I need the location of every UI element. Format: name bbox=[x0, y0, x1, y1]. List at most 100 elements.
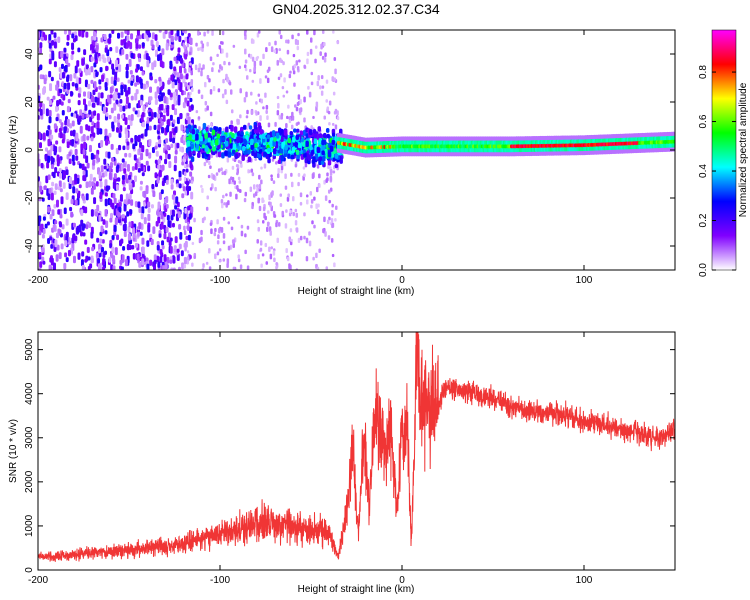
heatmap-cell bbox=[181, 262, 185, 270]
heatmap-cell bbox=[38, 267, 42, 270]
heatmap-cell bbox=[290, 124, 294, 130]
heatmap-cell bbox=[73, 72, 77, 79]
heatmap-cell bbox=[85, 181, 89, 189]
heatmap-cell bbox=[317, 203, 320, 208]
heatmap-cell bbox=[327, 235, 331, 240]
heatmap-cell bbox=[51, 52, 55, 61]
heatmap-cell bbox=[70, 130, 74, 137]
heatmap-cell bbox=[93, 110, 97, 116]
heatmap-cell bbox=[110, 76, 114, 85]
heatmap-cell bbox=[256, 219, 260, 224]
heatmap-cell bbox=[251, 56, 255, 62]
heatmap-cell bbox=[108, 165, 112, 173]
heatmap-cell bbox=[239, 188, 242, 194]
heatmap-cell bbox=[49, 257, 53, 263]
heatmap-cell bbox=[238, 180, 242, 184]
heatmap-cell bbox=[195, 42, 198, 47]
heatmap-cell bbox=[77, 92, 81, 98]
heatmap-cell bbox=[114, 247, 118, 256]
heatmap-cell bbox=[242, 145, 246, 151]
heatmap-cell bbox=[258, 148, 263, 155]
heatmap-cell bbox=[141, 258, 145, 266]
heatmap-cell bbox=[109, 212, 113, 219]
heatmap-cell bbox=[260, 179, 263, 185]
heatmap-cell bbox=[191, 262, 194, 267]
heatmap-cell bbox=[188, 254, 192, 260]
colorbar: 0.0 0.2 0.4 0.6 0.8 Normalized spectral ampl… bbox=[698, 29, 749, 277]
heatmap-cell bbox=[278, 114, 281, 120]
heatmap-cell bbox=[206, 74, 210, 80]
heatmap-cell bbox=[156, 255, 160, 263]
heatmap-cell bbox=[53, 204, 57, 209]
heatmap-cell bbox=[42, 216, 46, 221]
heatmap-cell bbox=[150, 204, 154, 209]
heatmap-cell bbox=[138, 261, 142, 268]
heatmap-cell bbox=[85, 193, 89, 201]
heatmap-cell bbox=[139, 99, 143, 106]
heatmap-cell bbox=[280, 155, 284, 162]
heatmap-cell bbox=[189, 62, 192, 66]
heatmap-cell bbox=[96, 237, 100, 243]
heatmap-cell bbox=[56, 99, 60, 107]
heatmap-cell bbox=[158, 192, 162, 200]
heatmap-cell bbox=[155, 40, 159, 48]
heatmap-cell bbox=[254, 191, 258, 197]
heatmap-cell bbox=[176, 30, 180, 37]
heatmap-cell bbox=[266, 226, 269, 232]
heatmap-cell bbox=[39, 74, 43, 80]
heatmap-cell bbox=[98, 56, 102, 62]
heatmap-cell bbox=[109, 86, 113, 94]
heatmap-cell bbox=[111, 246, 115, 254]
heatmap-cell bbox=[323, 179, 326, 185]
colorbar-label: Normalized spectral amplitude bbox=[738, 82, 749, 217]
heatmap-cell bbox=[323, 115, 326, 120]
heatmap-cell bbox=[40, 162, 44, 169]
colorbar-tick-label: 0.8 bbox=[698, 65, 709, 79]
heatmap-cell bbox=[303, 212, 306, 217]
heatmap-cell bbox=[163, 212, 167, 217]
heatmap-cell bbox=[237, 159, 241, 164]
heatmap-cell bbox=[206, 105, 209, 111]
heatmap-cell bbox=[177, 266, 181, 270]
heatmap-cell bbox=[302, 141, 306, 147]
heatmap-cell bbox=[126, 211, 130, 217]
heatmap-cell bbox=[74, 83, 78, 88]
heatmap-cell bbox=[183, 152, 187, 158]
heatmap-cell bbox=[93, 81, 97, 89]
heatmap-cell bbox=[257, 197, 260, 204]
heatmap-cell bbox=[145, 123, 149, 131]
heatmap-cell bbox=[216, 240, 220, 245]
heatmap-cell bbox=[246, 225, 250, 230]
heatmap-cell bbox=[221, 41, 224, 45]
heatmap-cell bbox=[77, 100, 81, 106]
heatmap-cell bbox=[287, 137, 292, 144]
heatmap-cell bbox=[141, 71, 145, 76]
heatmap-cell bbox=[166, 124, 170, 133]
heatmap-cell bbox=[38, 230, 42, 236]
heatmap-cell bbox=[47, 138, 51, 147]
heatmap-cell bbox=[120, 31, 124, 38]
heatmap-cell bbox=[264, 242, 268, 248]
heatmap-cell bbox=[71, 81, 75, 87]
heatmap-cell bbox=[92, 159, 96, 166]
heatmap-cell bbox=[121, 49, 125, 55]
heatmap-cell bbox=[134, 110, 138, 115]
heatmap-cell bbox=[190, 87, 194, 93]
heatmap-cell bbox=[287, 153, 291, 159]
heatmap-cell bbox=[126, 243, 130, 251]
heatmap-cell bbox=[329, 175, 333, 182]
heatmap-cell bbox=[55, 232, 59, 239]
heatmap-cell bbox=[121, 254, 125, 263]
heatmap-cell bbox=[42, 132, 46, 141]
snr-y-tick-label: 0 bbox=[24, 567, 35, 573]
heatmap-cell bbox=[135, 68, 139, 73]
heatmap-cell bbox=[143, 33, 147, 39]
heatmap-cell bbox=[208, 266, 212, 270]
heatmap-cell bbox=[217, 234, 220, 240]
heatmap-cell bbox=[277, 102, 280, 109]
heatmap-cell bbox=[170, 183, 174, 190]
heatmap-cell bbox=[182, 102, 186, 109]
heatmap-cell bbox=[95, 44, 99, 53]
heatmap-cell bbox=[38, 252, 42, 258]
heatmap-cell bbox=[217, 69, 221, 73]
